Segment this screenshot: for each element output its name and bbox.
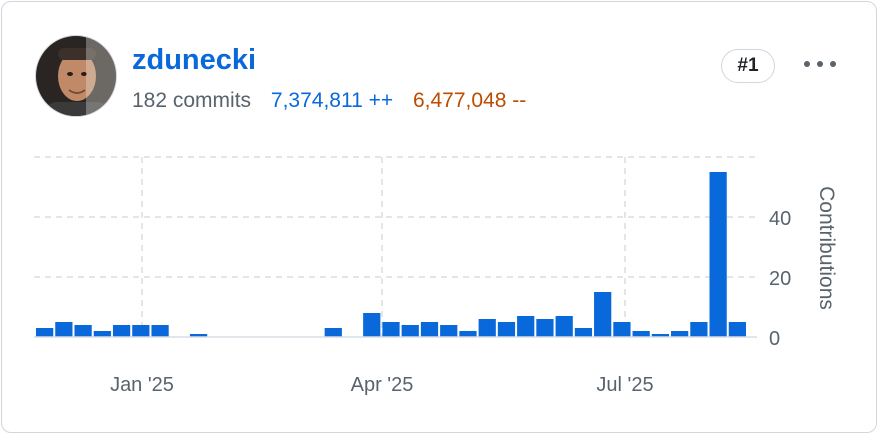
chart-bar — [478, 319, 496, 337]
chart-bar — [324, 328, 342, 337]
chart-bar — [594, 292, 612, 337]
x-tick-label: Apr '25 — [351, 374, 414, 396]
chart-bar — [93, 331, 111, 337]
x-tick-label: Jul '25 — [596, 374, 653, 396]
chart-bar — [440, 325, 458, 337]
chart-bar — [382, 322, 400, 337]
chart-bar — [651, 334, 670, 337]
additions-count: 7,374,811 ++ — [270, 89, 394, 112]
chart-bar — [497, 322, 516, 337]
deletions-count: 6,477,048 -- — [412, 89, 527, 112]
rank-badge: #1 — [721, 49, 775, 83]
chart-bar — [517, 316, 535, 337]
chart-bar — [132, 325, 150, 337]
y-tick-label: 0 — [769, 328, 780, 350]
chart-bar — [420, 322, 439, 337]
y-tick-label: 40 — [769, 208, 791, 230]
chart-bar — [632, 331, 650, 337]
chart-bar — [555, 316, 573, 337]
chart-bar — [574, 328, 593, 337]
y-tick-label: 20 — [769, 268, 791, 290]
username-link[interactable]: zdunecki — [132, 44, 257, 76]
chart-bar — [613, 322, 631, 337]
commits-count[interactable]: 182 commits — [132, 89, 252, 112]
contribution-stats: 182 commits 7,374,811 ++ 6,477,048 -- — [132, 88, 526, 114]
chart-bar — [151, 325, 169, 337]
chart-bar — [74, 325, 92, 337]
chart-bar — [671, 331, 689, 337]
chart-bar — [112, 325, 131, 337]
chart-bar — [401, 325, 419, 337]
chart-bar — [728, 322, 746, 337]
chart-bar — [363, 313, 381, 337]
chart-bar — [36, 328, 54, 337]
kebab-horizontal-icon[interactable] — [802, 49, 838, 79]
y-axis-label: Contributions — [815, 186, 838, 310]
chart-bar — [536, 319, 554, 337]
chart-bar — [459, 331, 477, 337]
chart-bar — [189, 334, 208, 337]
chart-bar — [709, 172, 727, 337]
chart-bar — [690, 322, 708, 337]
x-tick-label: Jan '25 — [110, 374, 174, 396]
chart-bar — [55, 322, 73, 337]
